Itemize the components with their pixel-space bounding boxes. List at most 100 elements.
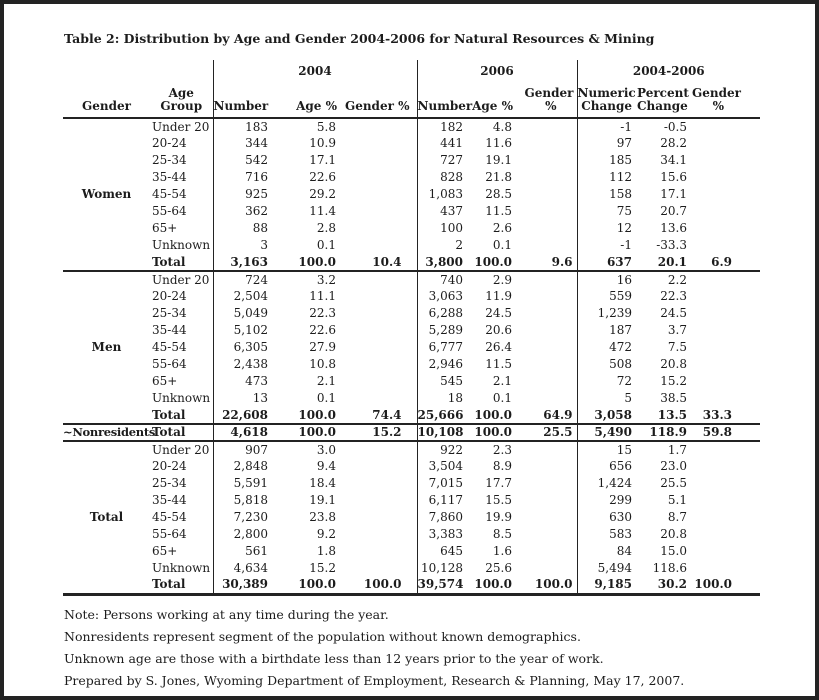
cell-percent-change: 2.2	[637, 270, 692, 288]
cell-gender-pct-2006	[517, 458, 577, 475]
age-group-label: 55-64	[152, 527, 187, 541]
table-row: Unknown 4,634 15.2 10,128 25.6 5,494 118.6	[63, 560, 760, 577]
cell-gender-pct-2006	[517, 288, 577, 305]
col-header-age-group: Age Group	[150, 82, 213, 119]
cell-age-pct-2006: 100.0	[474, 407, 512, 422]
cell-number-2004: 724	[212, 270, 273, 288]
col-header-gender-pct-2006: Gender %	[517, 82, 577, 119]
cell-numeric-change: 630	[576, 509, 637, 526]
age-group-label: Under 20	[150, 440, 213, 458]
age-group-label: Under 20	[150, 270, 213, 288]
cell-gender-pct-change	[692, 220, 760, 237]
cell-gender-pct-2004	[343, 526, 417, 543]
cell-gender-pct-2004	[343, 305, 417, 322]
cell-numeric-change: 559	[576, 288, 637, 305]
cell-gender-pct-change	[692, 475, 760, 492]
cell-age-pct-2004: 15.2	[309, 561, 336, 575]
table-row: 35-44 5,818 19.1 6,117 15.5 299 5.1	[63, 492, 760, 509]
cell-age-pct-2004: 10.9	[309, 136, 336, 150]
cell-percent-change: 1.7	[637, 440, 692, 458]
age-group-label: 65+	[152, 544, 178, 558]
note-prepared-by: Prepared by S. Jones, Wyoming Department…	[64, 673, 685, 688]
cell-number-2006: 727	[416, 152, 467, 169]
cell-gender-pct-2006	[517, 440, 577, 458]
cell-number-2006: 6,777	[416, 339, 467, 356]
age-group-label: 55-64	[152, 357, 187, 371]
age-group-label: Total	[152, 407, 186, 422]
cell-number-2004: 5,102	[212, 322, 273, 339]
cell-percent-change: 20.1	[657, 254, 687, 269]
cell-percent-change: 20.8	[660, 357, 687, 371]
cell-age-pct-2004: 11.1	[309, 289, 336, 303]
cell-percent-change: 25.5	[660, 476, 687, 490]
cell-numeric-change: 583	[576, 526, 637, 543]
col-header-gender-pct-2004: Gender %	[343, 82, 417, 119]
cell-number-2004: 13	[212, 390, 273, 407]
cell-gender-pct-2006: 64.9	[543, 407, 573, 422]
cell-gender-pct-2006	[517, 509, 577, 526]
cell-gender-pct-2006	[517, 203, 577, 220]
cell-percent-change: -33.3	[656, 238, 687, 252]
cell-numeric-change: 5,494	[576, 560, 637, 577]
cell-number-2004: 88	[212, 220, 273, 237]
cell-percent-change: 34.1	[660, 153, 687, 167]
cell-number-2006: 5,289	[416, 322, 467, 339]
cell-numeric-change: 158	[576, 186, 637, 203]
age-group-label: 20-24	[152, 136, 187, 150]
col-header-age-line: Age	[168, 86, 194, 100]
cell-gender-pct-change: 33.3	[702, 407, 732, 422]
cell-numeric-change: -1	[576, 117, 637, 135]
cell-percent-change: 38.5	[660, 391, 687, 405]
cell-age-pct-2004: 27.9	[309, 340, 336, 354]
cell-gender-pct-2006	[517, 152, 577, 169]
col-header-number-2006: Number	[416, 82, 472, 119]
cell-age-pct-2004: 18.4	[309, 476, 336, 490]
cell-numeric-change: 1,239	[576, 305, 637, 322]
cell-gender-pct-change	[692, 560, 760, 577]
cell-percent-change: 20.8	[660, 527, 687, 541]
cell-gender-pct-2006	[517, 390, 577, 407]
cell-age-pct-2006: 8.9	[492, 459, 512, 473]
cell-gender-pct-change	[692, 373, 760, 390]
col-header-age-pct-2004: Age %	[273, 82, 343, 119]
cell-age-pct-2006: 2.6	[492, 221, 512, 235]
age-group-label: Total	[152, 254, 186, 269]
cell-number-2006: 2	[416, 237, 467, 254]
cell-number-2004: 6,305	[212, 339, 273, 356]
cell-age-pct-2006: 20.6	[485, 323, 512, 337]
cell-gender-pct-2006	[517, 339, 577, 356]
table-row: Men Under 20 724 3.2 740 2.9 16 2.2	[63, 270, 760, 424]
cell-age-pct-2006: 21.8	[485, 170, 512, 184]
cell-gender-pct-change	[692, 117, 760, 135]
cell-number-2004: 362	[212, 203, 273, 220]
cell-number-2004: 2,848	[212, 458, 273, 475]
cell-gender-pct-2006	[517, 560, 577, 577]
cell-age-pct-2004: 22.3	[309, 306, 336, 320]
col-header-group-line: Group	[160, 99, 203, 113]
cell-numeric-change: 637	[576, 254, 637, 271]
cell-number-2006: 3,383	[416, 526, 467, 543]
cell-gender-pct-2004	[343, 135, 417, 152]
cell-gender-pct-2006	[517, 373, 577, 390]
cell-gender-pct-change	[692, 458, 760, 475]
cell-age-pct-2004: 0.1	[316, 391, 336, 405]
table-row: 20-24 2,504 11.1 3,063 11.9 559 22.3	[63, 288, 760, 305]
table-row: 20-24 2,848 9.4 3,504 8.9 656 23.0	[63, 458, 760, 475]
cell-gender-pct-change	[692, 203, 760, 220]
cell-numeric-change: 508	[576, 356, 637, 373]
col-header-numeric-change: Numeric Change	[576, 82, 637, 119]
cell-gender-pct-2004	[343, 543, 417, 560]
cell-numeric-change: 12	[576, 220, 637, 237]
table-row: 35-44 5,102 22.6 5,289 20.6 187 3.7	[63, 322, 760, 339]
cell-number-2006: 441	[416, 135, 467, 152]
cell-percent-change: 15.0	[660, 544, 687, 558]
age-group-label: 25-34	[152, 153, 187, 167]
cell-gender-pct-change	[692, 288, 760, 305]
cell-percent-change: 118.6	[652, 561, 687, 575]
cell-gender-pct-2004	[343, 270, 417, 288]
cell-age-pct-2004: 3.2	[273, 270, 343, 288]
col-header-gender-pct-change: Gender %	[692, 82, 760, 119]
cell-age-pct-2004: 100.0	[298, 254, 336, 269]
cell-age-pct-2004: 22.6	[309, 323, 336, 337]
column-header-row: Gender Age Group Number Age % Gender % N…	[63, 82, 760, 119]
